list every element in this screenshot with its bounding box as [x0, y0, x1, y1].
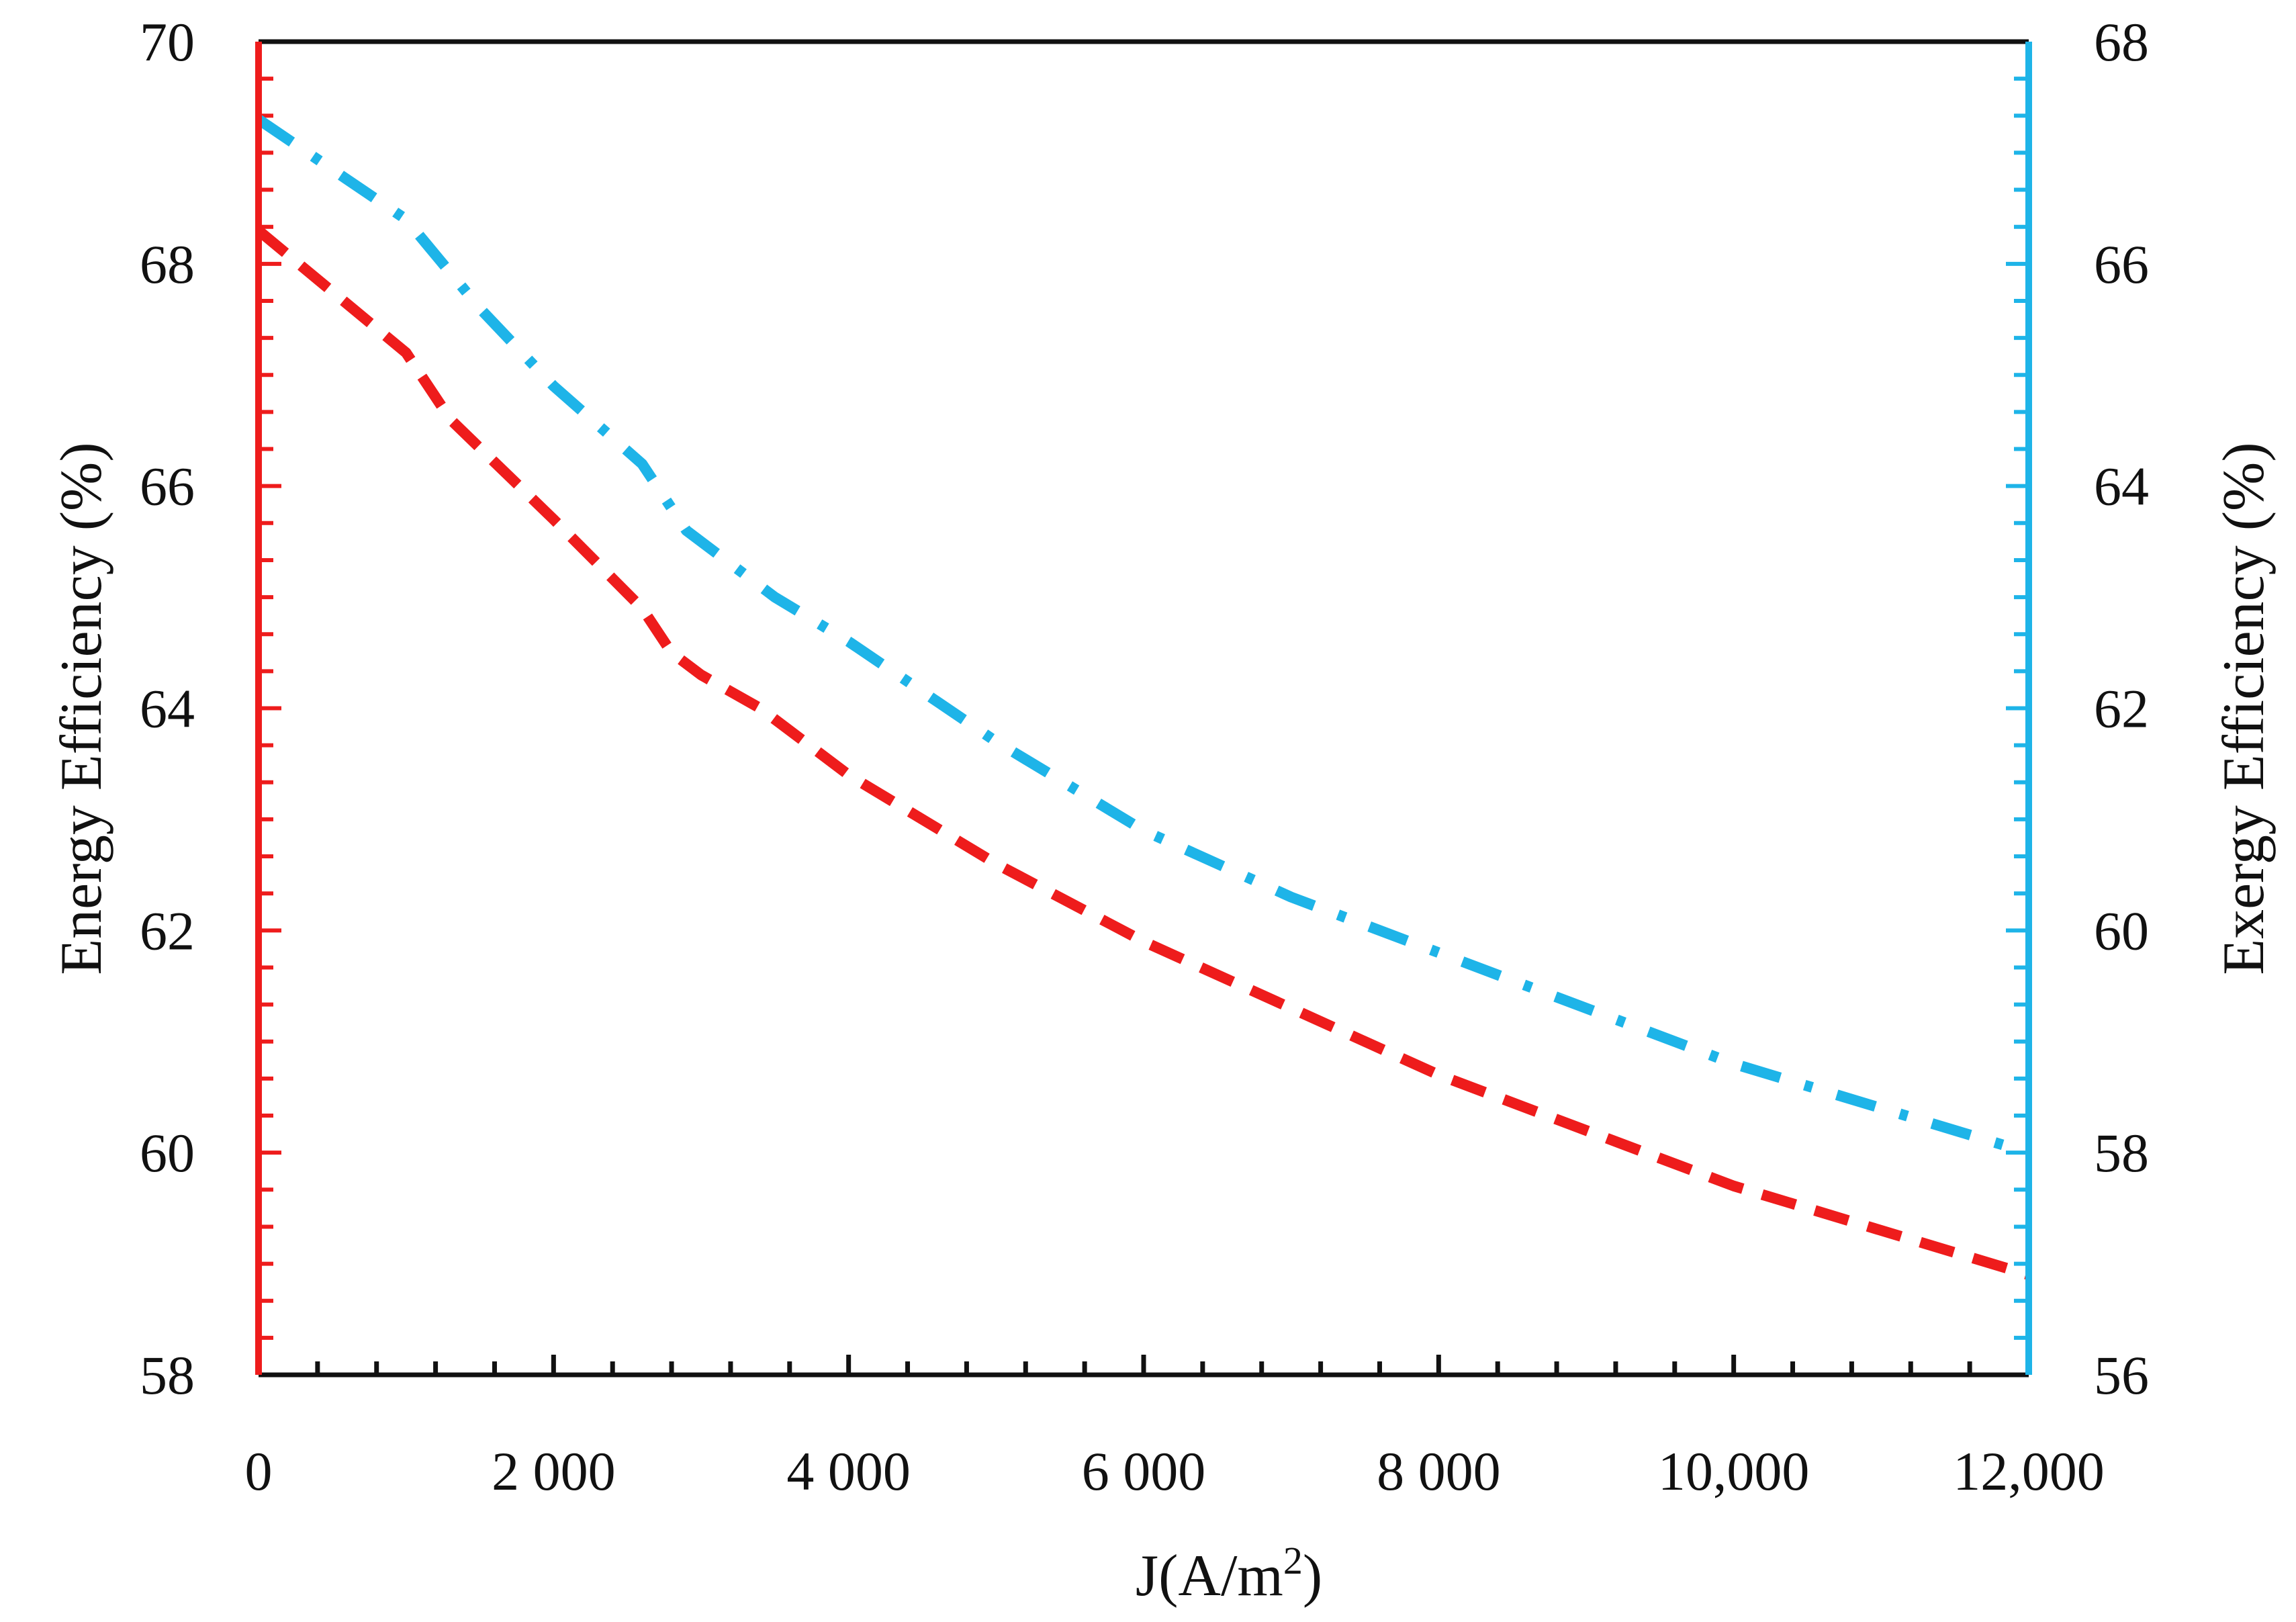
left-y-tick-label: 58 [140, 1345, 195, 1406]
series-lines [255, 115, 2031, 1280]
right-y-tick-label: 64 [2094, 456, 2149, 517]
right-y-tick-label: 56 [2094, 1345, 2149, 1406]
left-y-axis-title: Energy Efficiency (%) [49, 442, 114, 975]
right-y-tick-label: 66 [2094, 234, 2149, 295]
axis-labels: J(A/m2) Energy Efficiency (%) Exergy Eff… [49, 11, 2277, 1609]
x-axis-title-superscript: 2 [1283, 1539, 1303, 1582]
left-y-tick-label: 60 [140, 1122, 195, 1183]
x-tick-label: 6 000 [1082, 1441, 1206, 1502]
plot-frame [255, 39, 2032, 1378]
right-y-tick-label: 58 [2094, 1122, 2149, 1183]
x-tick-label: 10,000 [1658, 1441, 1810, 1502]
x-tick-label: 0 [245, 1441, 273, 1502]
energy-efficiency-line [255, 226, 2031, 1280]
right-y-tick-label: 60 [2094, 900, 2149, 961]
x-tick-label: 4 000 [786, 1441, 911, 1502]
right-y-tick-label: 62 [2094, 678, 2149, 739]
left-y-tick-label: 68 [140, 234, 195, 295]
axis-ticks [256, 40, 2031, 1377]
right-y-tick-label: 68 [2094, 11, 2149, 73]
left-y-tick-label: 62 [140, 900, 195, 961]
exergy-efficiency-line [255, 115, 2031, 1158]
left-y-tick-label: 70 [140, 11, 195, 73]
x-tick-label: 2 000 [492, 1441, 616, 1502]
left-y-tick-label: 66 [140, 456, 195, 517]
right-y-axis-title: Exergy Efficiency (%) [2211, 442, 2277, 975]
x-tick-label: 8 000 [1377, 1441, 1501, 1502]
left-y-tick-label: 64 [140, 678, 195, 739]
x-tick-label: 12,000 [1953, 1441, 2105, 1502]
x-axis-title: J(A/m2) [1136, 1539, 1322, 1609]
